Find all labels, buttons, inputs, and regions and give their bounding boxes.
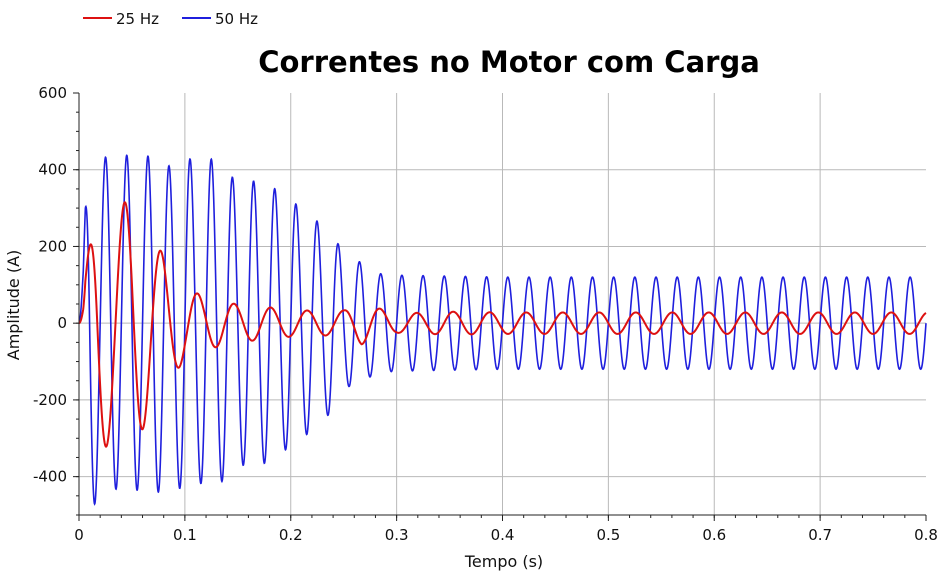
y-tick-label: 0 — [57, 314, 67, 332]
x-tick-label: 0.2 — [279, 526, 303, 544]
legend: 25 Hz 50 Hz — [83, 10, 258, 28]
axes — [73, 92, 927, 521]
series-layer — [78, 154, 927, 506]
y-axis-label: Amplitude (A) — [4, 250, 23, 361]
x-tick-label: 0.5 — [596, 526, 620, 544]
legend-label-50hz: 50 Hz — [215, 10, 258, 28]
x-tick-label: 0 — [74, 526, 84, 544]
y-tick-label: -200 — [33, 391, 67, 409]
series-line-25hz — [78, 201, 927, 448]
y-tick-label: 400 — [38, 161, 67, 179]
y-tick-label: 200 — [38, 237, 67, 255]
legend-label-25hz: 25 Hz — [116, 10, 159, 28]
x-tick-label: 0.4 — [491, 526, 515, 544]
chart-title: Correntes no Motor com Carga — [258, 45, 760, 79]
x-tick-label: 0.1 — [173, 526, 197, 544]
x-tick-label: 0.8 — [914, 526, 938, 544]
x-axis-label: Tempo (s) — [464, 552, 543, 571]
x-tick-label: 0.3 — [385, 526, 409, 544]
tick-labels: 0 0.1 0.2 0.3 0.4 0.5 0.6 0.7 0.8 -400 -200 0 200 400… — [33, 84, 938, 544]
y-tick-label: -400 — [33, 468, 67, 486]
series-line-50hz — [78, 154, 927, 506]
x-tick-label: 0.6 — [702, 526, 726, 544]
y-tick-label: 600 — [38, 84, 67, 102]
gridlines — [79, 93, 926, 515]
x-tick-label: 0.7 — [808, 526, 832, 544]
